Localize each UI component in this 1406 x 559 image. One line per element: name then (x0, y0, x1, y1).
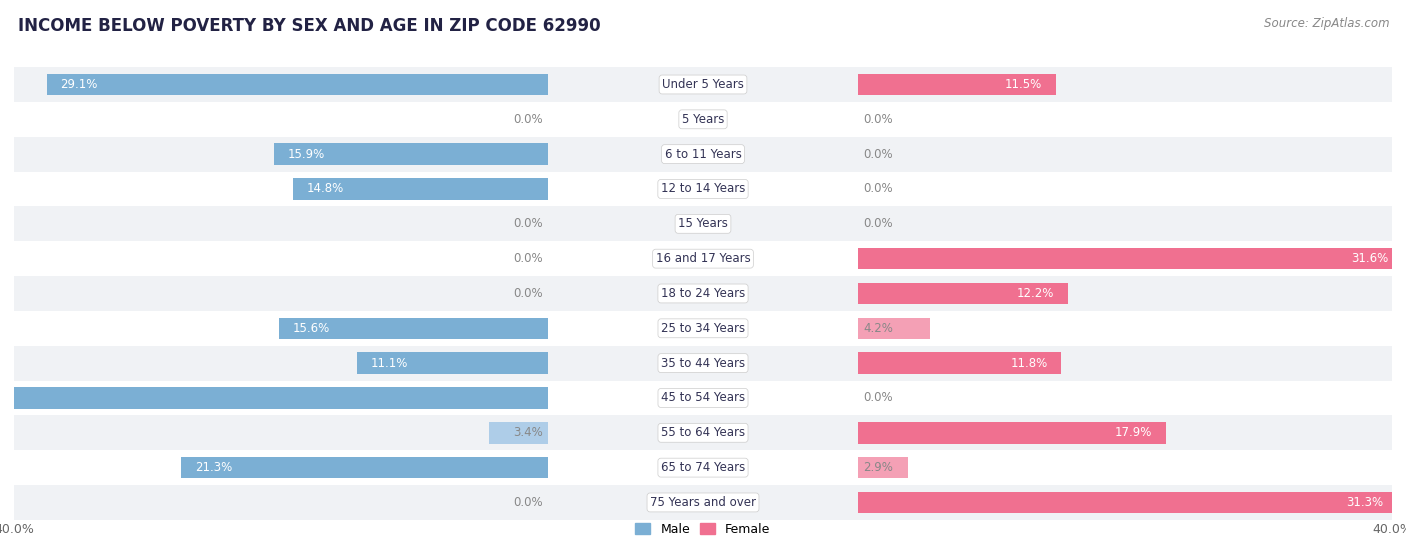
Bar (858, 492, 1398, 513)
Bar (14, 311, 1392, 345)
Text: 12 to 14 Years: 12 to 14 Years (661, 182, 745, 196)
Text: 4.2%: 4.2% (863, 322, 893, 335)
Text: 2.9%: 2.9% (863, 461, 893, 474)
Text: 29.1%: 29.1% (60, 78, 98, 91)
Bar (14, 137, 1392, 172)
Bar (489, 422, 548, 444)
Text: 55 to 64 Years: 55 to 64 Years (661, 427, 745, 439)
Text: 16 and 17 Years: 16 and 17 Years (655, 252, 751, 265)
Text: 0.0%: 0.0% (863, 148, 893, 160)
Text: 45 to 54 Years: 45 to 54 Years (661, 391, 745, 405)
Bar (14, 450, 1392, 485)
Text: 18 to 24 Years: 18 to 24 Years (661, 287, 745, 300)
Bar (14, 206, 1392, 241)
Text: 3.4%: 3.4% (513, 427, 543, 439)
Text: 65 to 74 Years: 65 to 74 Years (661, 461, 745, 474)
Bar (14, 241, 1392, 276)
Text: 21.3%: 21.3% (195, 461, 232, 474)
Bar (46, 74, 548, 95)
Text: 0.0%: 0.0% (513, 496, 543, 509)
Bar (14, 172, 1392, 206)
Bar (14, 345, 1392, 381)
Text: 25 to 34 Years: 25 to 34 Years (661, 322, 745, 335)
Text: 0.0%: 0.0% (513, 217, 543, 230)
Text: 31.3%: 31.3% (1346, 496, 1384, 509)
Text: 6 to 11 Years: 6 to 11 Years (665, 148, 741, 160)
Text: 31.6%: 31.6% (1351, 252, 1389, 265)
Text: 11.5%: 11.5% (1005, 78, 1042, 91)
Text: 5 Years: 5 Years (682, 113, 724, 126)
Text: 0.0%: 0.0% (863, 113, 893, 126)
Text: 12.2%: 12.2% (1017, 287, 1054, 300)
Bar (858, 422, 1167, 444)
Bar (357, 352, 548, 374)
Text: 11.8%: 11.8% (1011, 357, 1047, 369)
Text: 11.1%: 11.1% (371, 357, 408, 369)
Bar (14, 67, 1392, 102)
Bar (14, 102, 1392, 137)
Bar (858, 74, 1056, 95)
Bar (858, 352, 1062, 374)
Bar (858, 283, 1069, 304)
Text: 0.0%: 0.0% (513, 252, 543, 265)
Legend: Male, Female: Male, Female (630, 518, 776, 541)
Text: 15.9%: 15.9% (288, 148, 325, 160)
Text: 0.0%: 0.0% (513, 287, 543, 300)
Bar (14, 276, 1392, 311)
Text: 0.0%: 0.0% (863, 217, 893, 230)
Bar (280, 318, 548, 339)
Text: 35 to 44 Years: 35 to 44 Years (661, 357, 745, 369)
Bar (292, 178, 548, 200)
Bar (14, 381, 1392, 415)
Text: 75 Years and over: 75 Years and over (650, 496, 756, 509)
Bar (181, 457, 548, 479)
Bar (274, 143, 548, 165)
Bar (858, 318, 931, 339)
Text: 0.0%: 0.0% (863, 391, 893, 405)
Text: 14.8%: 14.8% (307, 182, 344, 196)
Text: 0.0%: 0.0% (863, 182, 893, 196)
Text: 15.6%: 15.6% (292, 322, 330, 335)
Text: Under 5 Years: Under 5 Years (662, 78, 744, 91)
Bar (858, 248, 1402, 269)
Text: 0.0%: 0.0% (513, 113, 543, 126)
Text: INCOME BELOW POVERTY BY SEX AND AGE IN ZIP CODE 62990: INCOME BELOW POVERTY BY SEX AND AGE IN Z… (18, 17, 600, 35)
Bar (14, 415, 1392, 450)
Text: 15 Years: 15 Years (678, 217, 728, 230)
Bar (0, 387, 548, 409)
Text: Source: ZipAtlas.com: Source: ZipAtlas.com (1264, 17, 1389, 30)
Bar (14, 485, 1392, 520)
Text: 17.9%: 17.9% (1115, 427, 1153, 439)
Bar (858, 457, 908, 479)
